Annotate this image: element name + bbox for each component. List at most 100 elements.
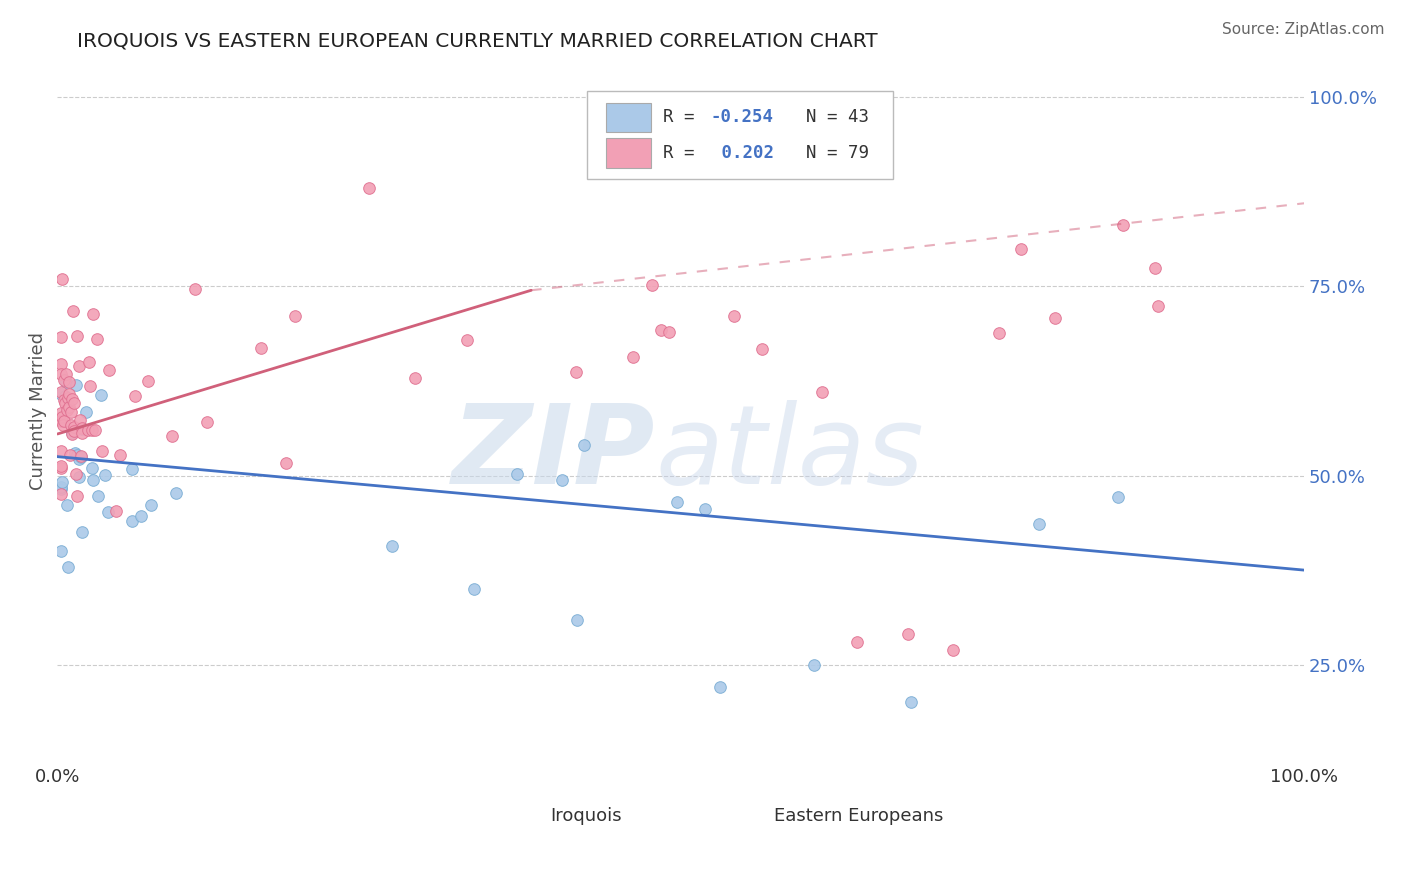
Point — [845, 635, 868, 649]
Point — [59, 418, 82, 433]
Point — [66, 448, 89, 462]
Text: N = 43: N = 43 — [786, 109, 869, 127]
Point — [574, 437, 596, 451]
Point — [810, 384, 832, 399]
Point — [665, 495, 688, 509]
Point — [284, 310, 307, 324]
Point — [124, 389, 146, 403]
Point — [72, 524, 94, 539]
Point — [136, 374, 159, 388]
Point — [1112, 218, 1135, 232]
Point — [67, 452, 90, 467]
Point — [51, 461, 73, 475]
Point — [80, 460, 103, 475]
Point — [63, 424, 86, 438]
Text: -0.254: -0.254 — [710, 109, 773, 127]
Point — [62, 395, 84, 409]
Point — [381, 539, 404, 553]
Point — [751, 343, 773, 357]
Point — [1146, 299, 1168, 313]
FancyBboxPatch shape — [588, 91, 893, 179]
Y-axis label: Currently Married: Currently Married — [30, 333, 46, 491]
Point — [359, 181, 381, 195]
Point — [75, 405, 97, 419]
Point — [51, 414, 73, 428]
Point — [65, 446, 87, 460]
Point — [51, 409, 73, 424]
Point — [53, 395, 76, 409]
Text: Eastern Europeans: Eastern Europeans — [775, 806, 943, 825]
Point — [91, 443, 114, 458]
Text: ZIP: ZIP — [453, 400, 655, 507]
Point — [53, 373, 76, 387]
Point — [506, 467, 529, 482]
Point — [60, 405, 83, 419]
Point — [1028, 516, 1050, 531]
FancyBboxPatch shape — [606, 138, 651, 168]
Point — [62, 426, 84, 441]
Point — [83, 423, 105, 437]
Point — [56, 403, 79, 417]
Text: IROQUOIS VS EASTERN EUROPEAN CURRENTLY MARRIED CORRELATION CHART: IROQUOIS VS EASTERN EUROPEAN CURRENTLY M… — [77, 31, 877, 50]
Point — [51, 443, 73, 458]
Point — [70, 425, 93, 440]
Text: R =: R = — [664, 109, 706, 127]
Point — [52, 418, 75, 433]
Point — [250, 341, 273, 355]
Point — [621, 350, 644, 364]
FancyBboxPatch shape — [502, 805, 546, 826]
Point — [693, 501, 716, 516]
Point — [658, 325, 681, 339]
Point — [70, 449, 93, 463]
Point — [82, 307, 104, 321]
Text: Source: ZipAtlas.com: Source: ZipAtlas.com — [1222, 22, 1385, 37]
Point — [62, 420, 84, 434]
Point — [51, 487, 73, 501]
Point — [70, 421, 93, 435]
Point — [1107, 490, 1129, 504]
Point — [51, 475, 73, 489]
Point — [65, 467, 87, 481]
Point — [723, 309, 745, 323]
Point — [67, 470, 90, 484]
Point — [53, 414, 76, 428]
Point — [58, 375, 80, 389]
Point — [53, 389, 76, 403]
Point — [139, 498, 162, 512]
Point — [564, 365, 586, 379]
Point — [650, 323, 672, 337]
Point — [51, 386, 73, 401]
Point — [463, 582, 485, 596]
Point — [165, 485, 187, 500]
Point — [60, 427, 83, 442]
Point — [90, 388, 112, 402]
Point — [56, 498, 79, 512]
Text: atlas: atlas — [655, 400, 925, 507]
Point — [160, 429, 183, 443]
Text: N = 79: N = 79 — [786, 144, 869, 162]
Point — [709, 681, 731, 695]
Point — [67, 359, 90, 373]
Point — [51, 367, 73, 381]
Point — [60, 392, 83, 406]
Point — [86, 332, 108, 346]
Point — [66, 489, 89, 503]
Point — [900, 696, 922, 710]
Point — [58, 400, 80, 414]
FancyBboxPatch shape — [606, 103, 651, 132]
Point — [69, 413, 91, 427]
Point — [97, 505, 120, 519]
Point — [65, 378, 87, 392]
Point — [93, 468, 115, 483]
Point — [51, 329, 73, 343]
Point — [62, 304, 84, 318]
Point — [896, 627, 918, 641]
Point — [55, 367, 77, 381]
Point — [86, 489, 108, 503]
Text: R =: R = — [664, 144, 706, 162]
Point — [1143, 261, 1166, 276]
Point — [121, 514, 143, 528]
Point — [51, 483, 73, 497]
Point — [197, 415, 219, 429]
Point — [52, 393, 75, 408]
